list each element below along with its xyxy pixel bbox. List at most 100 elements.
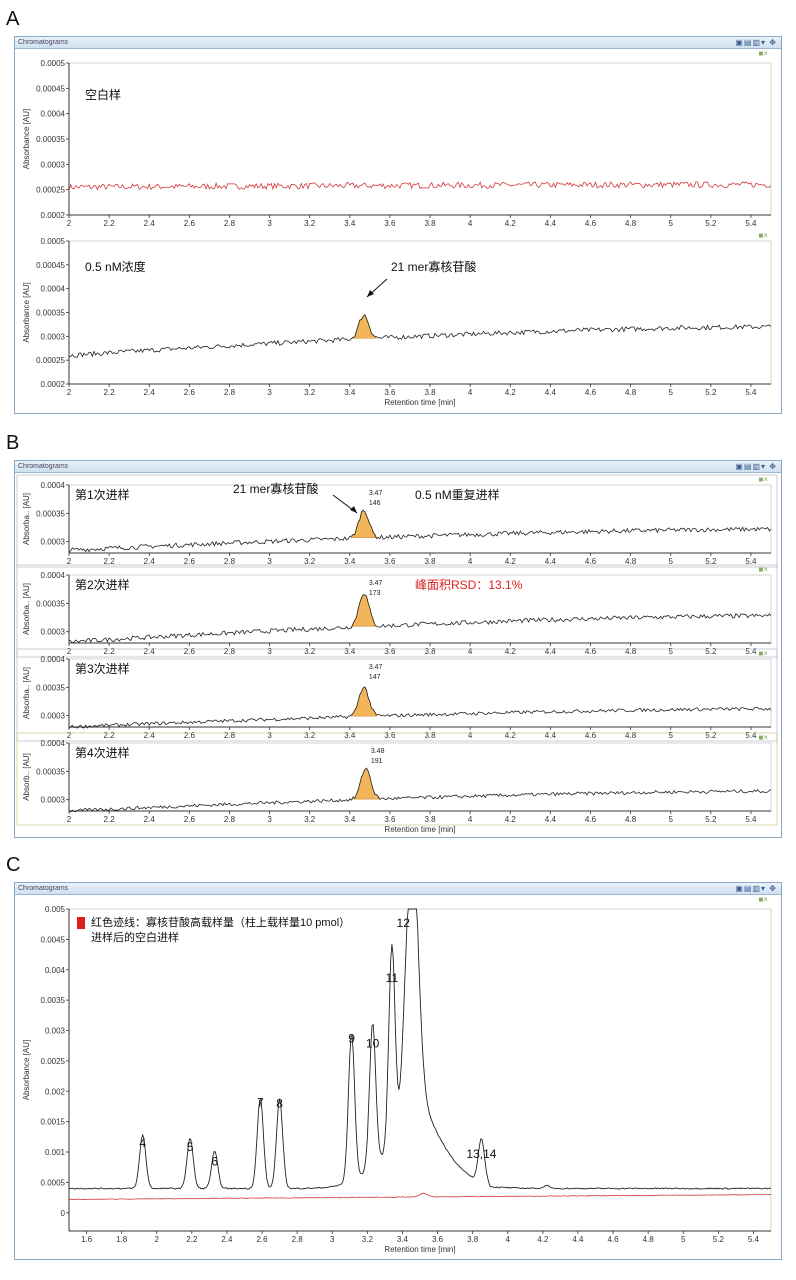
peak-retention-time: 3.47: [369, 490, 383, 497]
x-tick-label: 4.2: [505, 219, 517, 228]
y-tick-label: 0.005: [45, 905, 66, 914]
y-tick-label: 0.0004: [41, 285, 66, 294]
x-tick-label: 2.6: [184, 219, 196, 228]
x-tick-label: 2.2: [104, 219, 116, 228]
x-tick-label: 4.6: [585, 388, 597, 397]
x-tick-label: 2.8: [224, 815, 236, 824]
right-note: 0.5 nM重复进样: [415, 487, 500, 502]
x-tick-label: 5: [668, 647, 673, 656]
x-tick-label: 1.8: [116, 1235, 128, 1244]
x-tick-label: 3.6: [384, 815, 396, 824]
subplot-frame: [16, 564, 778, 658]
x-tick-label: 2.8: [224, 219, 236, 228]
x-tick-label: 2.2: [104, 815, 116, 824]
chart-b: ■× 2 2.2 2.4 2.6 2.8 3 3.2 3.4 3.6 3.8 4 4.2 4.4 4.6 4.…: [16, 474, 778, 834]
peak-label: 13,14: [466, 1147, 496, 1161]
x-tick-label: 4.8: [643, 1235, 655, 1244]
panel-label-c: C: [6, 854, 21, 876]
x-tick-label: 3.8: [424, 388, 436, 397]
peak-area: 146: [369, 500, 381, 507]
x-tick-label: 3.2: [304, 219, 316, 228]
window-titlebar-a: Chromatograms ▣▤▥▾ ✥: [15, 37, 781, 49]
x-tick-label: 3: [267, 388, 272, 397]
peak-label: 7: [257, 1096, 264, 1110]
y-tick-label: 0.00045: [36, 261, 65, 270]
y-tick-label: 0.00035: [36, 135, 65, 144]
injection-label: 第3次进样: [75, 661, 130, 676]
x-tick-label: 3.6: [384, 647, 396, 656]
x-tick-label: 2.2: [104, 647, 116, 656]
x-tick-label: 2.6: [184, 815, 196, 824]
pin-icon: ■×: [758, 733, 768, 742]
x-tick-label: 3: [267, 731, 272, 740]
x-tick-label: 3: [330, 1235, 335, 1244]
y-tick-label: 0.0005: [41, 1178, 66, 1187]
x-tick-label: 4.4: [572, 1235, 584, 1244]
injection-label: 第1次进样: [75, 487, 130, 502]
toolbar-icons[interactable]: ▣▤▥▾ ✥: [735, 462, 777, 471]
blank-trace: [68, 1192, 772, 1201]
subplot-frame: [16, 474, 778, 568]
x-tick-label: 4.2: [505, 557, 517, 566]
x-tick-label: 2.4: [144, 647, 156, 656]
window-titlebar-c: Chromatograms ▣▤▥▾ ✥: [15, 883, 781, 895]
y-tick-label: 0.00025: [36, 186, 65, 195]
toolbar-icons[interactable]: ▣▤▥▾ ✥: [735, 38, 777, 47]
x-tick-label: 4: [468, 647, 473, 656]
x-tick-label: 4: [468, 815, 473, 824]
x-tick-label: 5.2: [705, 815, 717, 824]
x-tick-label: 4: [468, 388, 473, 397]
peak-annotation: 21 mer寡核苷酸: [233, 481, 318, 496]
chromatogram-trace: [68, 908, 772, 1190]
x-tick-label: 3.6: [384, 219, 396, 228]
window-titlebar-b: Chromatograms ▣▤▥▾ ✥: [15, 461, 781, 473]
y-axis-label: Absorbance [AU]: [22, 282, 31, 342]
x-tick-label: 5: [668, 815, 673, 824]
x-tick-label: 4.6: [607, 1235, 619, 1244]
y-tick-label: 0.0025: [41, 1057, 66, 1066]
y-tick-label: 0.004: [45, 966, 66, 975]
x-tick-label: 2: [67, 647, 72, 656]
y-tick-label: 0.0004: [41, 655, 66, 664]
peak-label: 11: [386, 971, 399, 985]
x-tick-label: 2: [67, 731, 72, 740]
x-tick-label: 5.4: [748, 1235, 760, 1244]
peak-label: 8: [276, 1097, 283, 1111]
chromatogram-window-a: Chromatograms ▣▤▥▾ ✥ ■× 2 2.2 2.4 2.6 2.8 3 3.2 3…: [14, 36, 782, 414]
pin-icon: ■×: [758, 231, 768, 240]
x-tick-label: 2.4: [144, 219, 156, 228]
y-tick-label: 0.003: [45, 1027, 66, 1036]
x-tick-label: 3.6: [384, 388, 396, 397]
x-tick-label: 4.2: [505, 388, 517, 397]
x-tick-label: 3.8: [424, 731, 436, 740]
x-tick-label: 4.2: [505, 731, 517, 740]
x-tick-label: 2.2: [104, 731, 116, 740]
x-tick-label: 3: [267, 219, 272, 228]
x-tick-label: 5.4: [745, 388, 757, 397]
x-tick-label: 2.4: [144, 815, 156, 824]
y-tick-label: 0.0035: [41, 996, 66, 1005]
y-tick-label: 0.0002: [41, 211, 66, 220]
x-tick-label: 5.2: [705, 219, 717, 228]
x-tick-label: 2.2: [104, 388, 116, 397]
x-tick-label: 5.4: [745, 647, 757, 656]
chromatogram-trace: [68, 509, 772, 553]
x-tick-label: 4.4: [545, 731, 557, 740]
chromatogram-trace: [68, 314, 772, 358]
x-tick-label: 2.8: [224, 731, 236, 740]
x-tick-label: 2.6: [184, 731, 196, 740]
peak-retention-time: 3.47: [369, 664, 383, 671]
x-tick-label: 3.4: [344, 815, 356, 824]
y-axis-label: Absorba.. [AU]: [22, 667, 31, 719]
y-tick-label: 0.00035: [36, 767, 65, 776]
y-tick-label: 0.002: [45, 1087, 66, 1096]
y-tick-label: 0: [61, 1209, 66, 1218]
plot-area: [68, 742, 772, 812]
x-tick-label: 4: [468, 557, 473, 566]
x-tick-label: 4.4: [545, 219, 557, 228]
x-tick-label: 4: [468, 219, 473, 228]
x-tick-label: 4.2: [505, 815, 517, 824]
toolbar-icons[interactable]: ▣▤▥▾ ✥: [735, 884, 777, 893]
x-tick-label: 5.4: [745, 815, 757, 824]
subplot-frame: [16, 732, 778, 826]
